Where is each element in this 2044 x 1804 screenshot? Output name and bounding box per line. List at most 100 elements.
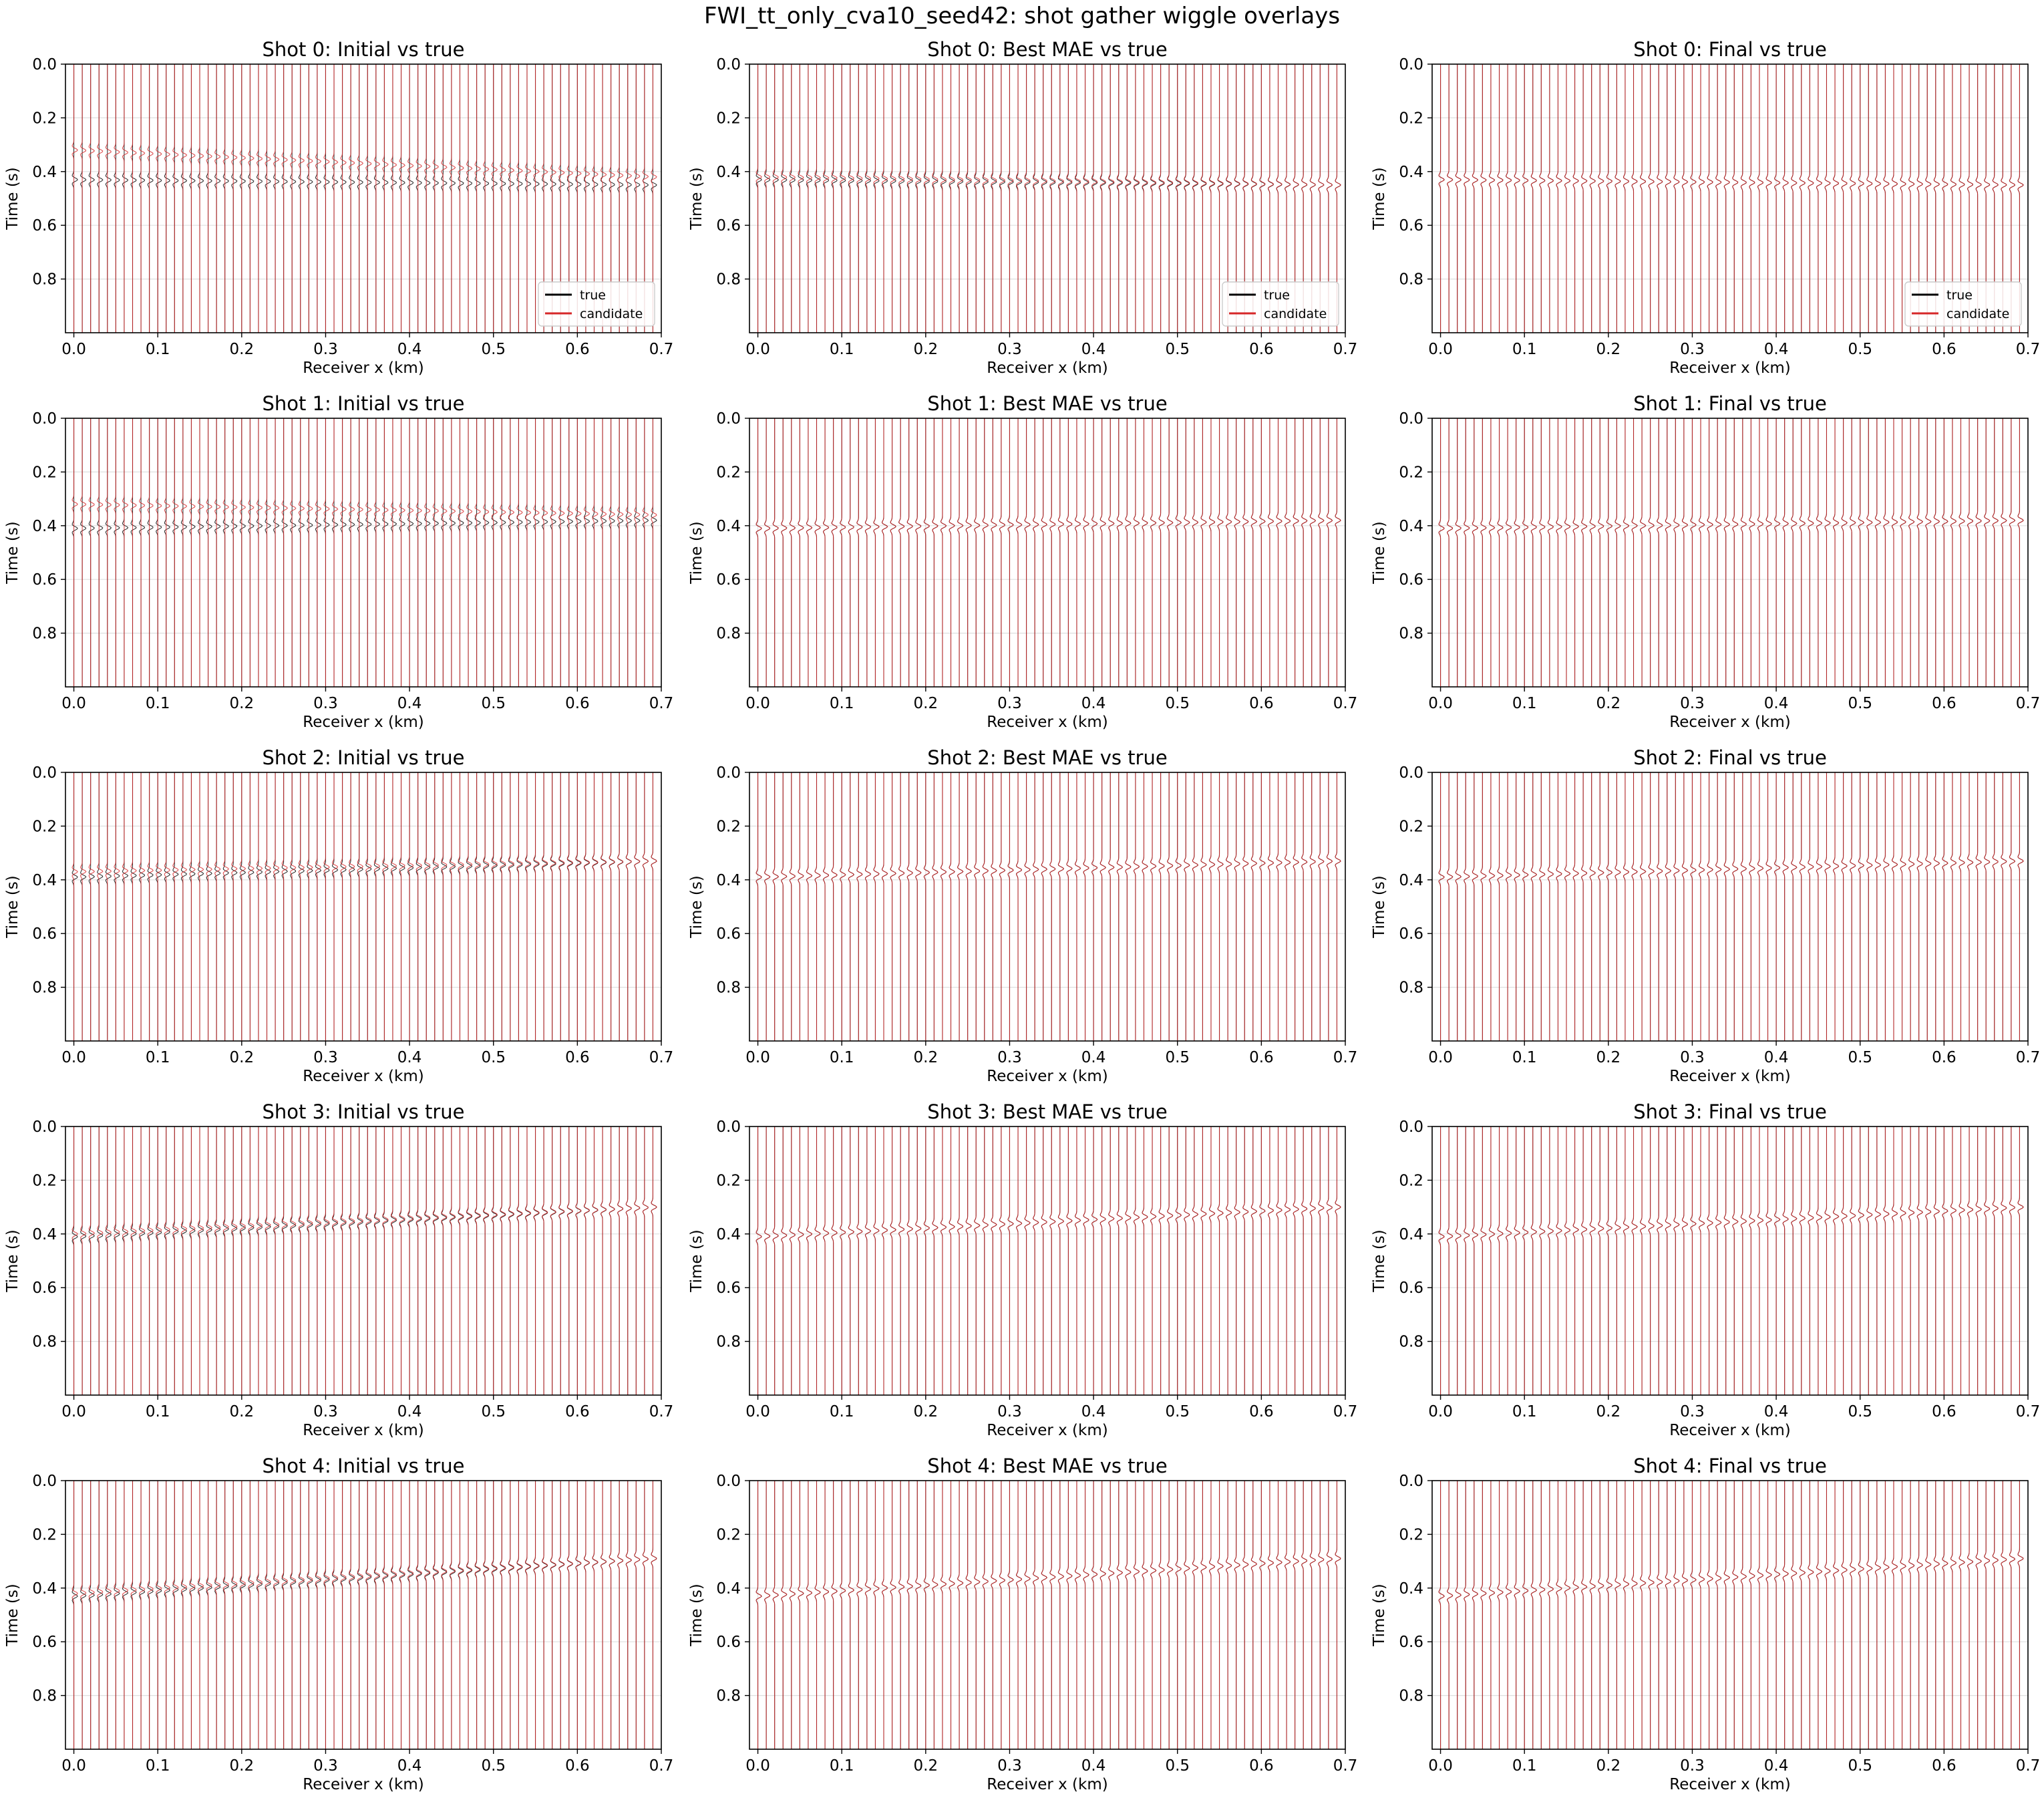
x-tick-label: 0.6 [1249,1757,1274,1775]
y-tick-label: 0.4 [716,1226,741,1243]
x-tick-label: 0.2 [914,1403,939,1420]
plot-area [1432,418,2028,687]
x-tick-label: 0.0 [745,695,770,712]
x-tick-label: 0.0 [745,1757,770,1775]
x-tick-label: 0.5 [481,695,506,712]
subplot-title: Shot 2: Initial vs true [262,746,464,769]
x-tick-label: 0.0 [745,1403,770,1420]
y-tick-label: 0.8 [1399,625,1423,643]
y-tick-label: 0.6 [716,571,741,589]
x-tick-label: 0.3 [1680,1757,1705,1775]
y-axis-label: Time (s) [688,521,705,585]
x-tick-label: 0.3 [1680,695,1705,712]
x-tick-label: 0.4 [397,1049,422,1066]
x-axis-label: Receiver x (km) [987,714,1108,731]
y-tick-label: 0.4 [32,164,57,181]
x-axis-label: Receiver x (km) [987,1068,1108,1085]
x-tick-label: 0.6 [1932,1757,1956,1775]
x-axis-label: Receiver x (km) [1669,714,1790,731]
x-tick-label: 0.0 [61,1403,86,1420]
plot-area [65,1481,661,1749]
y-tick-label: 0.8 [1399,271,1423,289]
subplot-shot4-final: 0.0 0.1 0.2 0.3 0.4 0.5 0.6 0.70.00.20.40.60.8S… [1371,1455,2040,1793]
x-tick-label: 0.7 [1333,1049,1358,1066]
x-tick-label: 0.2 [914,1757,939,1775]
y-tick-label: 0.4 [1399,164,1423,181]
x-tick-label: 0.1 [146,1403,170,1420]
y-tick-label: 0.8 [716,1334,741,1351]
x-tick-label: 0.1 [1512,695,1537,712]
y-tick-label: 0.0 [1399,764,1423,782]
y-tick-label: 0.0 [716,1118,741,1136]
x-axis-label: Receiver x (km) [303,1422,423,1439]
y-tick-label: 0.2 [1399,1172,1423,1189]
x-tick-label: 0.0 [1428,695,1453,712]
x-tick-label: 0.2 [1596,341,1621,358]
x-tick-label: 0.6 [1249,1403,1274,1420]
plot-area [749,1481,1345,1749]
x-tick-label: 0.0 [61,1049,86,1066]
y-axis-label: Time (s) [1371,1584,1388,1647]
x-tick-label: 0.4 [1081,1403,1106,1420]
y-tick-label: 0.4 [32,1580,57,1598]
x-tick-label: 0.2 [1596,1049,1621,1066]
subplot-shot2-initial: 0.0 0.1 0.2 0.3 0.4 0.5 0.6 0.70.00.20.40.60.8S… [4,746,673,1085]
x-tick-label: 0.2 [230,1403,254,1420]
y-tick-label: 0.4 [716,1580,741,1598]
x-tick-label: 0.2 [914,1049,939,1066]
y-tick-label: 0.6 [1399,925,1423,943]
y-tick-label: 0.8 [32,271,57,289]
x-tick-label: 0.5 [1165,341,1190,358]
plot-area [1432,772,2028,1041]
x-tick-label: 0.5 [1848,695,1872,712]
x-tick-label: 0.2 [1596,695,1621,712]
x-axis-label: Receiver x (km) [987,1776,1108,1793]
x-tick-label: 0.1 [146,1757,170,1775]
x-tick-label: 0.0 [1428,1049,1453,1066]
x-tick-label: 0.4 [1764,1403,1789,1420]
y-tick-label: 0.0 [1399,1473,1423,1490]
y-tick-label: 0.6 [716,925,741,943]
x-tick-label: 0.7 [2016,1757,2041,1775]
y-tick-label: 0.8 [32,1688,57,1705]
y-tick-label: 0.0 [1399,410,1423,428]
y-tick-label: 0.8 [716,625,741,643]
x-tick-label: 0.1 [146,1049,170,1066]
x-tick-label: 0.3 [313,695,338,712]
subplot-shot2-final: 0.0 0.1 0.2 0.3 0.4 0.5 0.6 0.70.00.20.40.60.8S… [1371,746,2040,1085]
x-tick-label: 0.3 [1680,341,1705,358]
x-tick-label: 0.6 [1932,1049,1956,1066]
y-tick-label: 0.6 [32,925,57,943]
x-tick-label: 0.5 [481,1757,506,1775]
y-tick-label: 0.2 [32,464,57,481]
x-tick-label: 0.4 [1081,1757,1106,1775]
y-tick-label: 0.0 [716,56,741,73]
subplot-shot1-initial: 0.0 0.1 0.2 0.3 0.4 0.5 0.6 0.70.00.20.40.60.8S… [4,392,673,731]
x-axis-label: Receiver x (km) [1669,1422,1790,1439]
x-tick-label: 0.5 [481,341,506,358]
x-tick-label: 0.1 [830,1403,854,1420]
plot-area [1432,1126,2028,1395]
y-tick-label: 0.2 [716,818,741,835]
x-tick-label: 0.3 [313,1757,338,1775]
x-tick-label: 0.3 [997,1757,1022,1775]
x-tick-label: 0.0 [745,341,770,358]
y-tick-label: 0.4 [1399,1580,1423,1598]
x-axis-label: Receiver x (km) [303,714,423,731]
subplot-shot3-initial: 0.0 0.1 0.2 0.3 0.4 0.5 0.6 0.70.00.20.40.60.8S… [4,1100,673,1439]
y-axis-label: Time (s) [688,875,705,939]
subplot-title: Shot 0: Final vs true [1633,38,1827,61]
x-tick-label: 0.1 [1512,341,1537,358]
y-tick-label: 0.6 [1399,1280,1423,1297]
x-tick-label: 0.5 [1848,1049,1872,1066]
subplot-title: Shot 4: Best MAE vs true [927,1455,1167,1477]
legend-label-candidate: candidate [1946,307,2009,321]
y-tick-label: 0.4 [32,1226,57,1243]
x-axis-label: Receiver x (km) [987,1422,1108,1439]
x-tick-label: 0.3 [1680,1049,1705,1066]
x-tick-label: 0.6 [1249,341,1274,358]
plot-area [1432,1481,2028,1749]
